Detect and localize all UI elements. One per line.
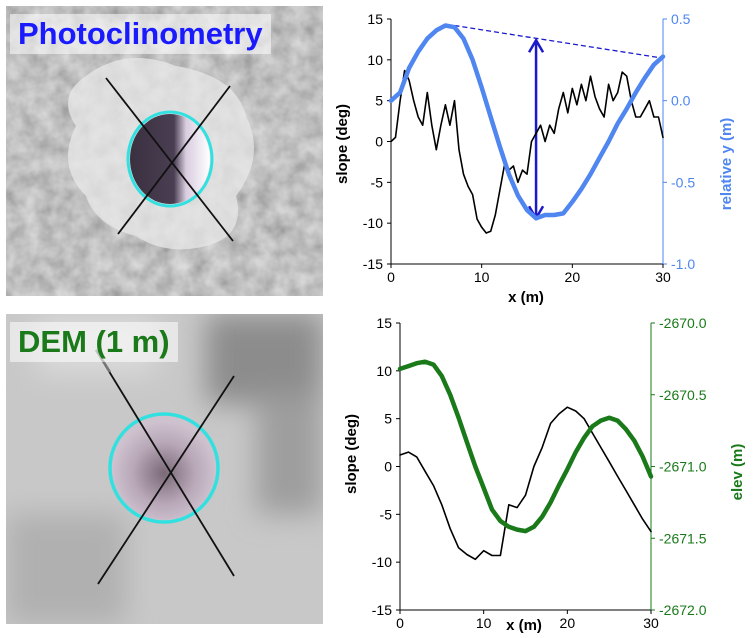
x-tick-label: 10 — [476, 615, 492, 631]
y2-tick-label: -0.5 — [671, 174, 695, 190]
series-line-slope — [390, 69, 664, 234]
y-tick-label: 0 — [384, 459, 392, 475]
y-tick-label: 5 — [384, 411, 392, 427]
x-tick-label: 0 — [387, 269, 395, 285]
photoclinometry-profile-chart: slope (deg) relative y (m) x (m) -15 -10 -… — [334, 11, 735, 306]
y2-tick-label: -2672.0 — [659, 602, 707, 618]
y-tick-label: 10 — [367, 52, 383, 68]
y2-tick-label: -1.0 — [671, 256, 695, 272]
dem-crater-rim-circle — [108, 412, 220, 524]
y-tick-label: 15 — [367, 11, 383, 27]
y-tick-label: -10 — [372, 554, 392, 570]
photoclinometry-label: Photoclinometry — [10, 14, 271, 54]
depth-arrow-head-top — [527, 37, 545, 53]
dem-profile-chart: slope (deg) elev (m) x (m) -15 -10 -5 0 5 10 1… — [343, 315, 746, 634]
rim-baseline-dashed — [454, 24, 664, 59]
y-tick-label: -5 — [371, 174, 384, 190]
y-tick-label: 5 — [375, 93, 383, 109]
crater-rim-circle — [126, 110, 214, 208]
chart1-xlabel: x (m) — [508, 289, 544, 306]
x-tick-label: 30 — [643, 615, 659, 631]
chart2-ylabel: slope (deg) — [343, 414, 360, 494]
y2-tick-label: -2671.5 — [659, 530, 707, 546]
chart1-y2label: relative y (m) — [718, 118, 735, 211]
series-line-slope — [399, 406, 652, 561]
y2-tick-label: -2670.5 — [659, 387, 707, 403]
dem-image: DEM (1 m) — [6, 314, 323, 624]
x-tick-label: 20 — [560, 615, 576, 631]
y-tick-label: 10 — [376, 363, 392, 379]
dem-image-graphic — [6, 314, 323, 624]
chart2-y2label: elev (m) — [729, 444, 746, 501]
y2-tick-label: -2671.0 — [659, 459, 707, 475]
y2-tick-label: -2670.0 — [659, 315, 707, 331]
y-tick-label: -15 — [363, 256, 383, 272]
y-tick-label: -15 — [372, 602, 392, 618]
x-tick-label: 10 — [474, 269, 490, 285]
chart1-ylabel: slope (deg) — [334, 104, 351, 184]
series-line-right-axis — [388, 23, 666, 221]
y-tick-label: 0 — [375, 134, 383, 150]
x-tick-label: 20 — [565, 269, 581, 285]
y2-tick-label: 0.5 — [671, 11, 691, 27]
y-tick-label: -5 — [380, 506, 393, 522]
y-tick-label: -10 — [363, 215, 383, 231]
photoclinometry-image-graphic — [6, 6, 323, 296]
x-tick-label: 0 — [396, 615, 404, 631]
dem-label: DEM (1 m) — [10, 322, 178, 362]
y-tick-label: 15 — [376, 315, 392, 331]
series-line-right-axis — [397, 359, 654, 534]
photoclinometry-image: Photoclinometry — [6, 6, 323, 296]
chart2-xlabel: x (m) — [506, 617, 542, 634]
y2-tick-label: 0.0 — [671, 93, 691, 109]
x-tick-label: 30 — [655, 269, 671, 285]
